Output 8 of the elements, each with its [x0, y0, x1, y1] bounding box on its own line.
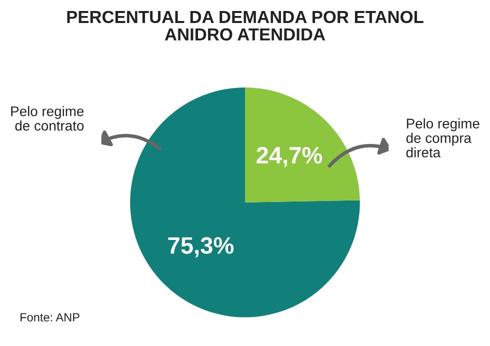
- data-label: 24,7%: [256, 146, 322, 168]
- slice-label: Pelo regime de compra direta: [406, 118, 480, 158]
- pie-slice: [245, 88, 360, 202]
- pie-slice: [130, 88, 360, 318]
- data-label: 75,3%: [168, 237, 234, 258]
- chart-title: PERCENTUAL DA DEMANDA POR ETANOL ANIDRO ATENDIDA: [67, 10, 424, 41]
- slice-label: Pelo regime de contrato: [11, 106, 84, 131]
- source-note: Fonte: ANP: [20, 313, 80, 322]
